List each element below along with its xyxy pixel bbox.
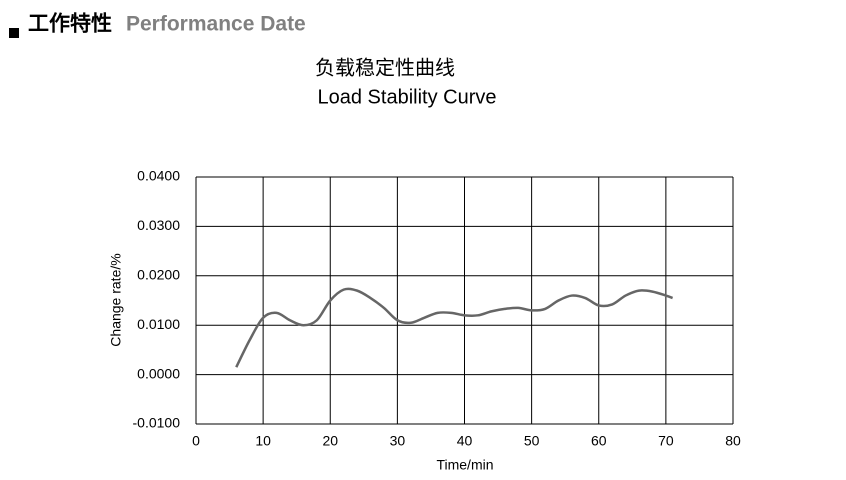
x-tick-label: 70 (658, 433, 674, 449)
x-tick-label: 60 (591, 433, 607, 449)
header-marker (9, 28, 19, 38)
x-axis-label: Time/min (436, 457, 493, 473)
y-tick-label: 0.0100 (137, 316, 180, 332)
x-tick-label: 30 (390, 433, 406, 449)
x-tick-label: 80 (725, 433, 741, 449)
header-title-en: Performance Date (126, 13, 306, 36)
chart-subtitle: Load Stability Curve (318, 86, 497, 108)
y-tick-label: 0.0000 (137, 365, 180, 381)
y-tick-label: -0.0100 (133, 415, 181, 431)
chart-title: 负载稳定性曲线 (315, 56, 455, 79)
y-axis-label: Change rate/% (108, 253, 124, 346)
y-tick-label: 0.0300 (137, 217, 180, 233)
y-tick-label: 0.0200 (137, 267, 180, 283)
x-tick-label: 0 (192, 433, 200, 449)
x-tick-label: 50 (524, 433, 540, 449)
data-line (235, 287, 674, 368)
x-tick-label: 10 (255, 433, 271, 449)
x-tick-label: 20 (322, 433, 338, 449)
y-tick-label: 0.0400 (137, 168, 180, 184)
header-title-cn: 工作特性 (28, 12, 112, 36)
x-tick-label: 40 (457, 433, 473, 449)
